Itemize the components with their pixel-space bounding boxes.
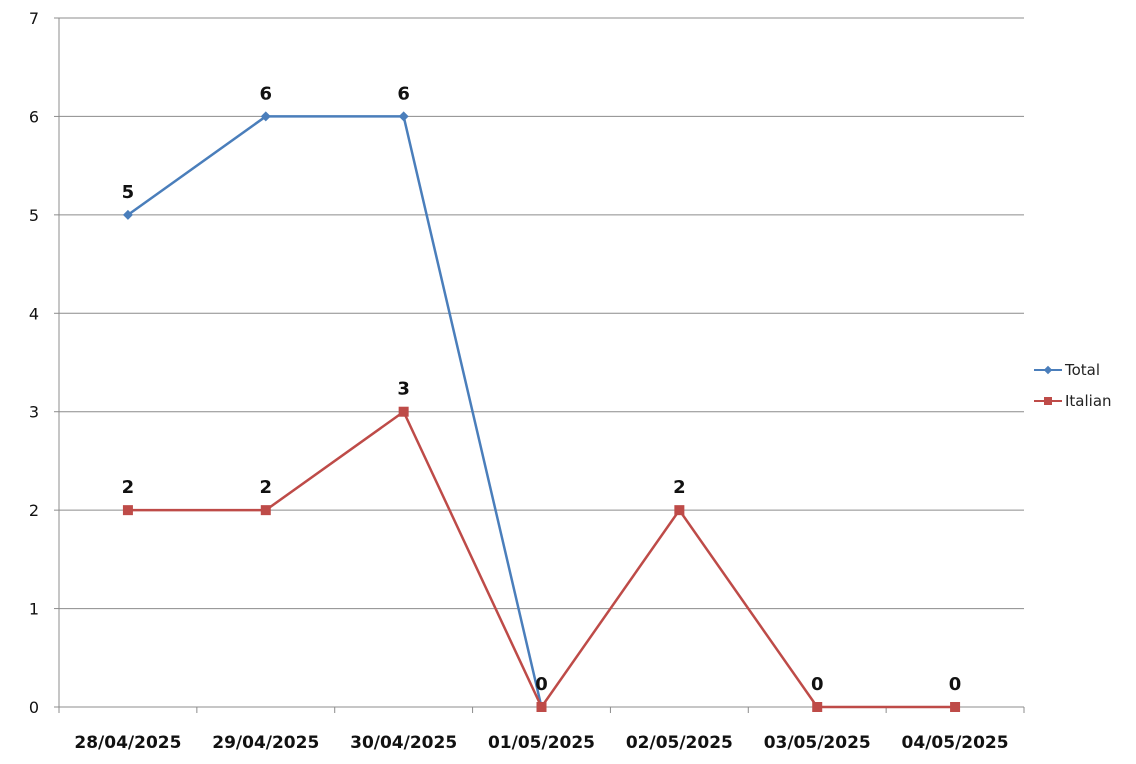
y-tick-label: 7 <box>29 9 39 28</box>
x-tick-label: 28/04/2025 <box>74 733 181 753</box>
series-lines <box>122 111 961 712</box>
y-tick-label: 6 <box>29 107 39 126</box>
y-tick-label: 2 <box>29 501 39 520</box>
data-point-italian <box>674 505 685 516</box>
data-label-total: 5 <box>122 182 135 203</box>
legend-swatch-italian <box>1034 395 1062 407</box>
data-point-italian <box>812 702 823 712</box>
legend-item-total: Total <box>1034 354 1112 385</box>
gridlines <box>59 17 1024 610</box>
data-labels: 5 6 6 2 2 3 0 2 0 0 <box>122 83 962 695</box>
x-tick-label: 29/04/2025 <box>212 733 319 753</box>
data-label-italian: 2 <box>122 477 135 498</box>
x-tick-label: 04/05/2025 <box>902 733 1009 753</box>
data-label-italian: 3 <box>397 379 410 400</box>
data-label-italian: 2 <box>673 477 686 498</box>
y-tick-label: 1 <box>29 600 39 619</box>
x-tick-label: 03/05/2025 <box>764 733 871 753</box>
data-point-total <box>260 111 271 122</box>
y-tick-label: 4 <box>29 304 39 323</box>
legend-item-italian: Italian <box>1034 385 1112 416</box>
legend-label-total: Total <box>1065 360 1101 379</box>
data-label-italian: 0 <box>811 674 824 695</box>
data-label-italian: 2 <box>260 477 273 498</box>
data-point-total <box>122 209 133 220</box>
data-label-total: 6 <box>260 83 273 104</box>
data-label-total: 6 <box>397 83 410 104</box>
data-point-total <box>398 111 409 122</box>
y-tick-label: 0 <box>29 698 39 717</box>
legend-swatch-total <box>1034 364 1062 376</box>
data-point-italian <box>536 702 547 712</box>
legend: Total Italian <box>1034 354 1112 416</box>
data-point-italian <box>260 505 271 516</box>
x-tick-label: 30/04/2025 <box>350 733 457 753</box>
legend-label-italian: Italian <box>1065 391 1112 410</box>
y-tick-label: 3 <box>29 403 39 422</box>
series-line-italian <box>127 409 956 710</box>
x-tick-label: 01/05/2025 <box>488 733 595 753</box>
data-point-italian <box>122 505 133 516</box>
data-point-italian <box>950 702 961 712</box>
series-line-total <box>127 115 543 708</box>
data-label-italian: 0 <box>949 674 962 695</box>
y-tick-label: 5 <box>29 206 39 225</box>
data-label-italian: 0 <box>535 674 548 695</box>
axes: 0 1 2 3 4 5 6 7 28/04/2025 29/04/2025 30/04/2025 01… <box>29 9 1025 753</box>
data-point-italian <box>398 406 409 417</box>
x-tick-label: 02/05/2025 <box>626 733 733 753</box>
